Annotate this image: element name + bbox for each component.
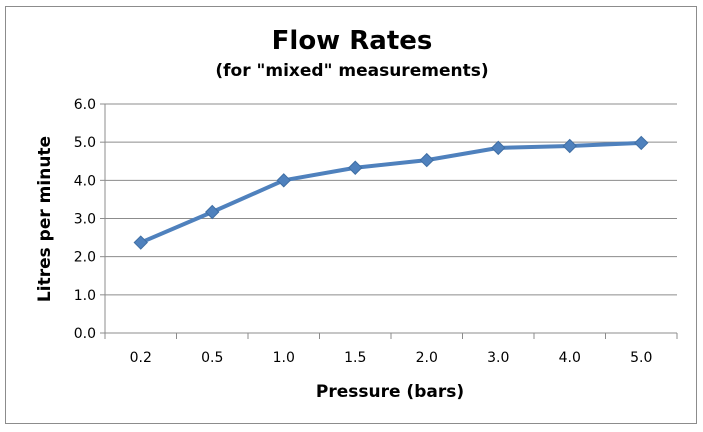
y-tick-label: 1.0	[74, 288, 96, 304]
data-point-marker	[563, 139, 576, 152]
chart-title: Flow Rates	[272, 26, 433, 56]
data-point-marker	[635, 136, 648, 149]
x-tick-label: 0.2	[130, 350, 152, 366]
series-line	[141, 143, 642, 243]
gridlines	[105, 104, 677, 295]
x-tick-label: 4.0	[559, 350, 581, 366]
x-tick-label: 5.0	[630, 350, 652, 366]
x-tick-label: 1.0	[273, 350, 295, 366]
y-tick-label: 3.0	[74, 212, 96, 228]
series-flow-rate	[134, 136, 648, 249]
data-point-marker	[492, 141, 505, 154]
data-point-marker	[277, 174, 290, 187]
x-tick-label: 3.0	[487, 350, 509, 366]
chart-subtitle: (for "mixed" measurements)	[215, 61, 488, 81]
y-tick-label: 5.0	[74, 135, 96, 151]
data-point-marker	[349, 161, 362, 174]
y-tick-label: 0.0	[74, 326, 96, 342]
y-tick-label: 6.0	[74, 97, 96, 113]
y-tick-label: 4.0	[74, 173, 96, 189]
data-point-marker	[134, 236, 147, 249]
y-axis-title: Litres per minute	[35, 136, 55, 302]
x-axis-title: Pressure (bars)	[316, 382, 464, 402]
x-tick-label: 2.0	[416, 350, 438, 366]
tick-labels: 0.0 1.0 2.0 3.0 4.0 5.0 6.0 0.2 0.5 1.0 1.5 2.0 3.0 4…	[74, 97, 653, 366]
data-point-marker	[420, 154, 433, 167]
y-tick-label: 2.0	[74, 250, 96, 266]
x-tick-label: 1.5	[344, 350, 366, 366]
x-tick-label: 0.5	[201, 350, 223, 366]
data-point-marker	[206, 206, 219, 219]
